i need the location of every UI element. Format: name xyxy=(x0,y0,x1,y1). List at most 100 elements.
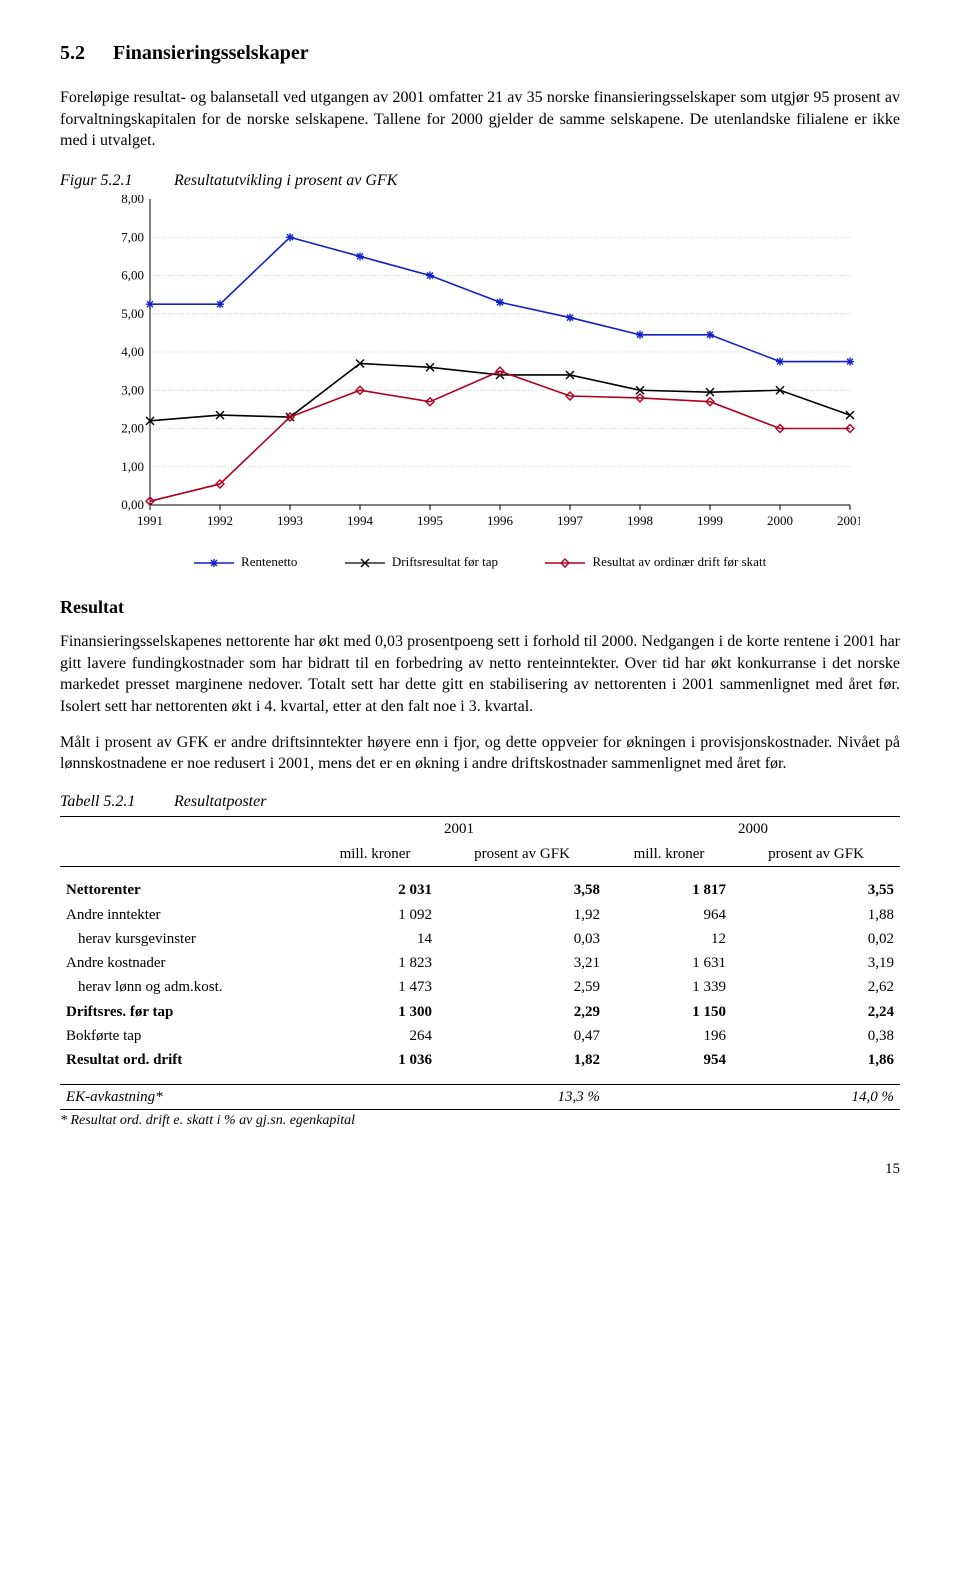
table-cell: 1,92 xyxy=(438,903,606,927)
row-label: Resultat ord. drift xyxy=(60,1048,312,1072)
table-cell: 1 631 xyxy=(606,951,732,975)
section-heading: 5.2 Finansieringsselskaper xyxy=(60,40,900,67)
table-cell: 1 817 xyxy=(606,878,732,902)
row-label: Driftsres. før tap xyxy=(60,1000,312,1024)
table-cell: 2,29 xyxy=(438,1000,606,1024)
svg-text:2000: 2000 xyxy=(767,513,793,528)
table-row: Resultat ord. drift1 0361,829541,86 xyxy=(60,1048,900,1072)
table-cell: 954 xyxy=(606,1048,732,1072)
page-number: 15 xyxy=(60,1159,900,1179)
table-cell: 1,88 xyxy=(732,903,900,927)
line-chart: 0,001,002,003,004,005,006,007,008,001991… xyxy=(100,195,860,535)
table-row-ek: EK-avkastning*13,3 %14,0 % xyxy=(60,1084,900,1109)
table-row: Andre inntekter1 0921,929641,88 xyxy=(60,903,900,927)
svg-text:2,00: 2,00 xyxy=(121,421,144,436)
table-year: 2001 xyxy=(312,817,606,842)
legend-item: Driftsresultat før tap xyxy=(345,553,498,571)
svg-text:1992: 1992 xyxy=(207,513,233,528)
svg-text:1993: 1993 xyxy=(277,513,303,528)
table-footnote: * Resultat ord. drift e. skatt i % av gj… xyxy=(60,1112,900,1131)
table-cell: 12 xyxy=(606,927,732,951)
svg-text:5,00: 5,00 xyxy=(121,306,144,321)
table-cell: 264 xyxy=(312,1024,438,1048)
table-cell: 1,82 xyxy=(438,1048,606,1072)
table-col-header: prosent av GFK xyxy=(732,842,900,867)
table-cell: 0,38 xyxy=(732,1024,900,1048)
legend-label: Resultat av ordinær drift før skatt xyxy=(593,554,767,569)
table-row: herav lønn og adm.kost.1 4732,591 3392,6… xyxy=(60,975,900,999)
svg-text:1991: 1991 xyxy=(137,513,163,528)
figure-number: Figur 5.2.1 xyxy=(60,170,170,192)
table-cell: 3,58 xyxy=(438,878,606,902)
legend-marker-star xyxy=(194,556,234,570)
table-col-header: mill. kroner xyxy=(606,842,732,867)
svg-text:4,00: 4,00 xyxy=(121,344,144,359)
table-cell: 1 339 xyxy=(606,975,732,999)
row-label: Bokførte tap xyxy=(60,1024,312,1048)
table-caption: Tabell 5.2.1 Resultatposter xyxy=(60,791,900,813)
table-cell: 2,62 xyxy=(732,975,900,999)
table-cell: 2 031 xyxy=(312,878,438,902)
table-cell: 3,55 xyxy=(732,878,900,902)
intro-paragraph: Foreløpige resultat- og balansetall ved … xyxy=(60,87,900,152)
chart-svg: 0,001,002,003,004,005,006,007,008,001991… xyxy=(100,195,860,535)
table-row: Nettorenter2 0313,581 8173,55 xyxy=(60,878,900,902)
legend-label: Rentenetto xyxy=(241,554,297,569)
table-cell: 3,19 xyxy=(732,951,900,975)
svg-text:1994: 1994 xyxy=(347,513,374,528)
table-cell: 1,86 xyxy=(732,1048,900,1072)
section-number: 5.2 xyxy=(60,40,108,67)
results-table: 2001 2000 mill. kroner prosent av GFK mi… xyxy=(60,816,900,1110)
table-number: Tabell 5.2.1 xyxy=(60,791,170,813)
row-label: herav kursgevinster xyxy=(60,927,312,951)
svg-text:1995: 1995 xyxy=(417,513,443,528)
table-cell: 0,02 xyxy=(732,927,900,951)
svg-text:1999: 1999 xyxy=(697,513,723,528)
row-label: Nettorenter xyxy=(60,878,312,902)
table-cell: 0,03 xyxy=(438,927,606,951)
table-cell: 0,47 xyxy=(438,1024,606,1048)
row-label: herav lønn og adm.kost. xyxy=(60,975,312,999)
figure-caption: Figur 5.2.1 Resultatutvikling i prosent … xyxy=(60,170,900,192)
table-row: Bokførte tap2640,471960,38 xyxy=(60,1024,900,1048)
row-label: Andre kostnader xyxy=(60,951,312,975)
svg-text:1,00: 1,00 xyxy=(121,459,144,474)
table-col-header: mill. kroner xyxy=(312,842,438,867)
table-cell: 1 823 xyxy=(312,951,438,975)
body-paragraph: Målt i prosent av GFK er andre driftsinn… xyxy=(60,732,900,775)
table-cell: 3,21 xyxy=(438,951,606,975)
table-row: Driftsres. før tap1 3002,291 1502,24 xyxy=(60,1000,900,1024)
table-col-header: prosent av GFK xyxy=(438,842,606,867)
table-title: Resultatposter xyxy=(174,793,266,810)
subheading-resultat: Resultat xyxy=(60,595,900,619)
table-cell: 196 xyxy=(606,1024,732,1048)
svg-text:1996: 1996 xyxy=(487,513,514,528)
table-cell: 1 036 xyxy=(312,1048,438,1072)
table-row: herav kursgevinster140,03120,02 xyxy=(60,927,900,951)
svg-text:6,00: 6,00 xyxy=(121,268,144,283)
table-cell: 964 xyxy=(606,903,732,927)
row-label: Andre inntekter xyxy=(60,903,312,927)
table-cell: 1 300 xyxy=(312,1000,438,1024)
legend-item: Resultat av ordinær drift før skatt xyxy=(545,553,766,571)
legend-marker-diamond xyxy=(545,556,585,570)
svg-text:7,00: 7,00 xyxy=(121,230,144,245)
table-cell: 2,59 xyxy=(438,975,606,999)
svg-text:1998: 1998 xyxy=(627,513,653,528)
legend-item: Rentenetto xyxy=(194,553,298,571)
chart-legend: Rentenetto Driftsresultat før tap Result… xyxy=(60,553,900,571)
svg-text:8,00: 8,00 xyxy=(121,195,144,206)
table-cell: 1 092 xyxy=(312,903,438,927)
section-title: Finansieringsselskaper xyxy=(113,42,309,64)
table-year: 2000 xyxy=(606,817,900,842)
figure-title: Resultatutvikling i prosent av GFK xyxy=(174,172,397,189)
table-cell: 2,24 xyxy=(732,1000,900,1024)
svg-text:2001: 2001 xyxy=(837,513,860,528)
table-row: Andre kostnader1 8233,211 6313,19 xyxy=(60,951,900,975)
table-cell: 1 150 xyxy=(606,1000,732,1024)
table-cell: 14 xyxy=(312,927,438,951)
svg-text:3,00: 3,00 xyxy=(121,383,144,398)
legend-label: Driftsresultat før tap xyxy=(392,554,498,569)
body-paragraph: Finansieringsselskapenes nettorente har … xyxy=(60,631,900,717)
legend-marker-x xyxy=(345,556,385,570)
